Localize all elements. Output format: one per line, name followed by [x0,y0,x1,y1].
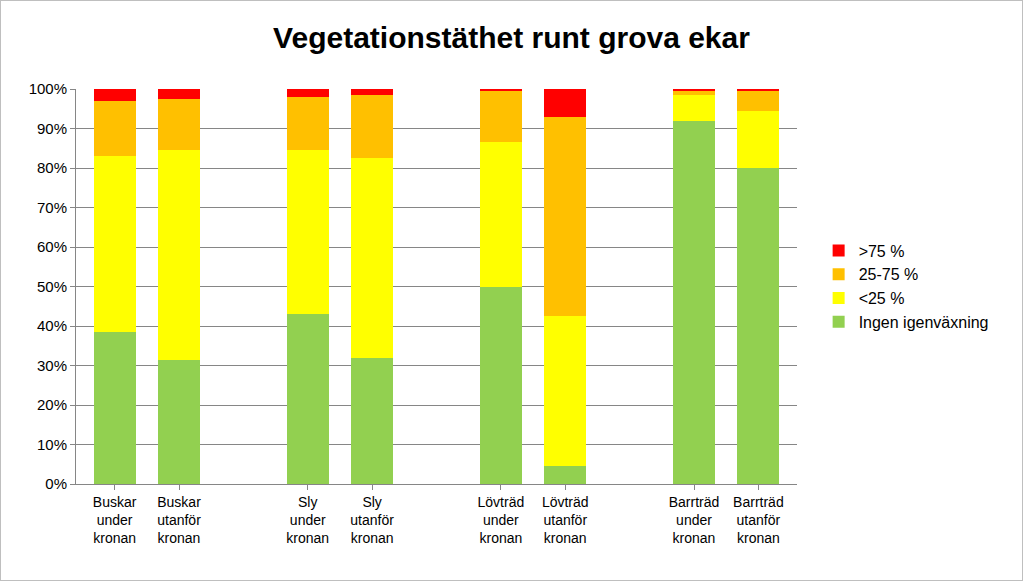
svg-text:40%: 40% [37,317,67,334]
svg-text:Slyutanförkronan: Slyutanförkronan [350,494,394,546]
svg-text:90%: 90% [37,120,67,137]
svg-text:Slyunderkronan: Slyunderkronan [286,494,329,546]
svg-text:>75 %: >75 % [859,243,905,260]
svg-text:Barrträdunderkronan: Barrträdunderkronan [669,494,720,546]
svg-text:30%: 30% [37,357,67,374]
svg-text:25-75 %: 25-75 % [859,266,919,283]
svg-text:Buskarutanförkronan: Buskarutanförkronan [157,494,201,546]
svg-text:50%: 50% [37,278,67,295]
svg-text:<25 %: <25 % [859,290,905,307]
svg-text:Vegetationstäthet runt grova e: Vegetationstäthet runt grova ekar [273,21,750,54]
svg-text:0%: 0% [45,475,67,492]
svg-text:Lövträdunderkronan: Lövträdunderkronan [478,494,525,546]
svg-text:100%: 100% [29,80,67,97]
svg-text:Buskarunderkronan: Buskarunderkronan [93,494,137,546]
svg-text:Barrträdutanförkronan: Barrträdutanförkronan [733,494,784,546]
svg-text:Ingen igenväxning: Ingen igenväxning [859,314,989,331]
svg-text:10%: 10% [37,436,67,453]
svg-text:20%: 20% [37,396,67,413]
svg-text:Lövträdutanförkronan: Lövträdutanförkronan [542,494,589,546]
svg-text:70%: 70% [37,199,67,216]
svg-text:60%: 60% [37,238,67,255]
svg-text:80%: 80% [37,159,67,176]
